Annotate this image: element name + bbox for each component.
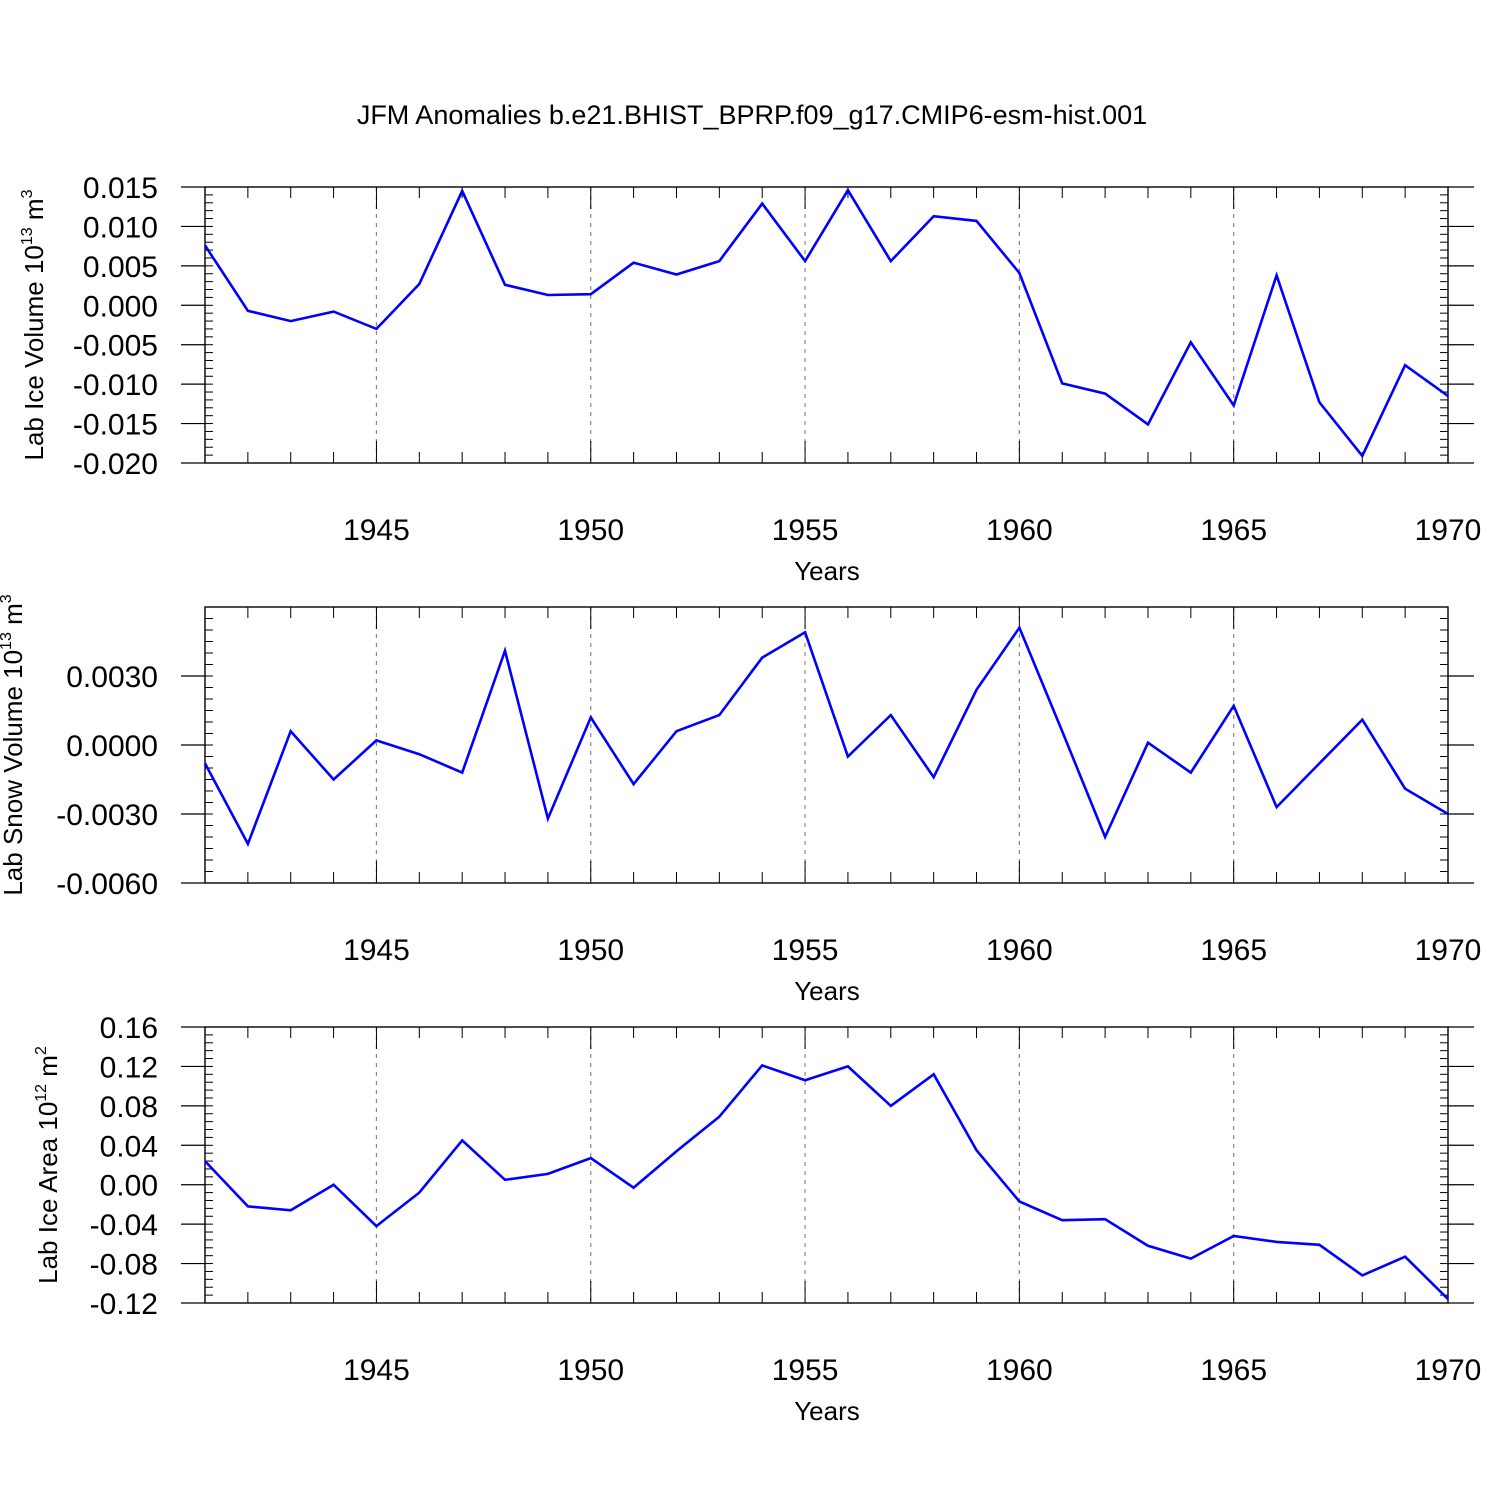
x-tick-label: 1945 [343,1354,410,1387]
y-tick-label: 0.010 [83,211,158,244]
series-line [203,187,1449,459]
x-axis-label: Years [794,556,860,586]
y-tick-label: 0.00 [100,1170,158,1203]
panel-3: 0.16 0.12 0.08 0.04 0.00 -0.04 -0.08 -0.12 1945 1… [33,1012,1481,1426]
y-tick-label: -0.0060 [56,868,158,901]
x-tick-label: 1945 [343,934,410,967]
y-tick-label: -0.12 [90,1288,158,1321]
y-tick-label: 0.12 [100,1051,158,1084]
x-tick-label: 1970 [1415,934,1482,967]
y-axis-label: Lab Ice Area 1012 m2 [33,1046,63,1284]
x-tick-label: 1955 [772,934,839,967]
figure-title: JFM Anomalies b.e21.BHIST_BPRP.f09_g17.C… [357,100,1147,130]
x-axis-label: Years [794,1396,860,1426]
y-tick-label: -0.010 [73,369,158,402]
x-tick-label: 1945 [343,514,410,547]
y-tick-label: -0.005 [73,330,158,363]
x-tick-label: 1950 [557,514,624,547]
x-tick-label: 1960 [986,934,1053,967]
x-tick-label: 1950 [557,934,624,967]
panels: 0.015 0.010 0.005 0.000 -0.005 -0.010 -0.015 -0… [0,172,1481,1426]
x-tick-label: 1965 [1200,1354,1267,1387]
y-tick-label: -0.0030 [56,799,158,832]
plot-frame [204,1026,1449,1304]
y-tick-label: -0.08 [90,1249,158,1282]
y-axis-label: Lab Snow Volume 1013 m3 [0,594,28,895]
series-line [203,624,1449,848]
x-tick-label: 1955 [772,1354,839,1387]
x-tick-label: 1955 [772,514,839,547]
panel-1: 0.015 0.010 0.005 0.000 -0.005 -0.010 -0.015 -0… [19,172,1481,586]
x-tick-label: 1965 [1200,934,1267,967]
panel-2: 0.0030 0.0000 -0.0030 -0.0060 1945 1950 1955 19… [0,594,1481,1006]
y-tick-label: 0.04 [100,1130,158,1163]
x-tick-label: 1970 [1415,1354,1482,1387]
x-tick-label: 1960 [986,514,1053,547]
y-tick-label: -0.04 [90,1209,158,1242]
y-tick-label: 0.015 [83,172,158,205]
y-tick-label: 0.000 [83,290,158,323]
plot-frame [204,186,1449,464]
y-tick-label: -0.015 [73,409,158,442]
x-tick-label: 1970 [1415,514,1482,547]
y-tick-label: 0.0000 [66,730,158,763]
y-axis-label: Lab Ice Volume 1013 m3 [19,189,49,460]
y-tick-label: 0.16 [100,1012,158,1045]
y-tick-label: -0.020 [73,448,158,481]
x-tick-label: 1960 [986,1354,1053,1387]
x-axis-label: Years [794,976,860,1006]
x-tick-label: 1965 [1200,514,1267,547]
y-tick-label: 0.0030 [66,661,158,694]
y-tick-label: 0.08 [100,1091,158,1124]
series-line [204,1063,1449,1301]
x-tick-label: 1950 [557,1354,624,1387]
y-tick-label: 0.005 [83,251,158,284]
